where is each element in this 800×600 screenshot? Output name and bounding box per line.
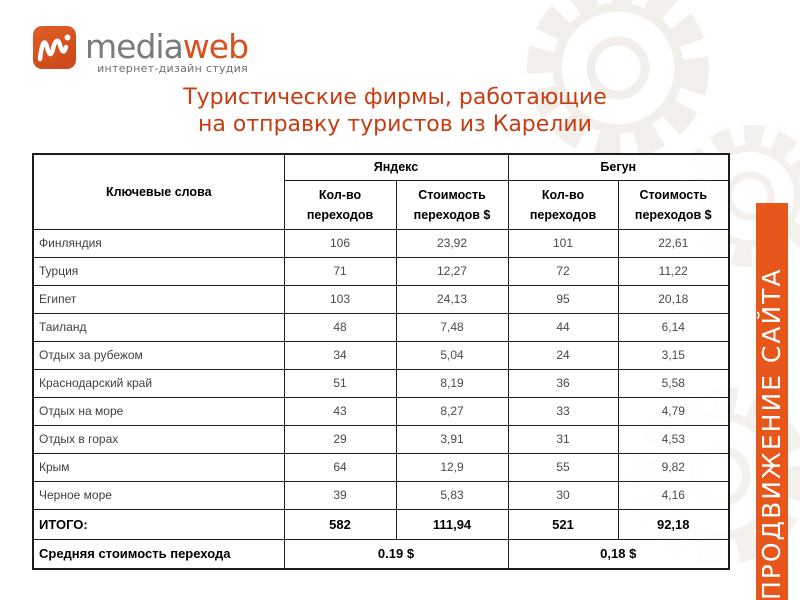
- cell-begun-cost: 4,53: [617, 424, 730, 454]
- table-row: Крым 64 12,9 55 9,82: [32, 452, 730, 482]
- total-begun-cost: 92,18: [617, 508, 730, 540]
- table-row: Отдых на море 43 8,27 33 4,79: [32, 396, 730, 426]
- subheader-yandex-clicks: Кол-во переходов: [283, 179, 397, 230]
- brand-web: web: [182, 27, 249, 66]
- cell-yandex-clicks: 103: [283, 284, 397, 314]
- wave-logo-icon: [33, 26, 76, 69]
- table-row: Черное море 39 5,83 30 4,16: [32, 480, 730, 510]
- cell-begun-clicks: 30: [507, 480, 619, 510]
- total-label: ИТОГО:: [32, 508, 285, 540]
- table-row: Финляндия 106 23,92 101 22,61: [32, 228, 730, 258]
- keywords-table: Ключевые слова Яндекс Бегун Кол-во перех…: [32, 153, 730, 570]
- brand-name: mediaweb: [85, 30, 249, 63]
- brand-media: media: [85, 27, 184, 66]
- cell-begun-cost: 4,16: [617, 480, 730, 510]
- cell-yandex-clicks: 51: [283, 368, 397, 398]
- cell-yandex-clicks: 106: [283, 228, 397, 258]
- cell-yandex-cost: 5,04: [395, 340, 509, 370]
- average-yandex: 0.19 $: [283, 538, 509, 570]
- cell-yandex-cost: 12,9: [395, 452, 509, 482]
- average-row: Средняя стоимость перехода 0.19 $ 0,18 $: [32, 538, 730, 570]
- cell-begun-clicks: 101: [507, 228, 619, 258]
- cell-yandex-clicks: 39: [283, 480, 397, 510]
- cell-begun-clicks: 24: [507, 340, 619, 370]
- cell-keyword: Турция: [32, 256, 285, 286]
- cell-yandex-cost: 8,19: [395, 368, 509, 398]
- logo-tagline: интернет-дизайн студия: [97, 62, 249, 75]
- subheader-begun-cost: Стоимость переходов $: [617, 179, 730, 230]
- cell-keyword: Отдых на море: [32, 396, 285, 426]
- table-row: Отдых в горах 29 3,91 31 4,53: [32, 424, 730, 454]
- cell-begun-clicks: 31: [507, 424, 619, 454]
- cell-begun-cost: 9,82: [617, 452, 730, 482]
- slide-title: Туристические фирмы, работающие на отпра…: [10, 84, 780, 138]
- cell-yandex-clicks: 29: [283, 424, 397, 454]
- cell-begun-clicks: 55: [507, 452, 619, 482]
- table-row: Краснодарский край 51 8,19 36 5,58: [32, 368, 730, 398]
- cell-begun-cost: 20,18: [617, 284, 730, 314]
- cell-begun-clicks: 95: [507, 284, 619, 314]
- total-row: ИТОГО: 582 111,94 521 92,18: [32, 508, 730, 540]
- cell-keyword: Крым: [32, 452, 285, 482]
- cell-yandex-clicks: 43: [283, 396, 397, 426]
- cell-keyword: Отдых за рубежом: [32, 340, 285, 370]
- cell-begun-cost: 4,79: [617, 396, 730, 426]
- cell-begun-clicks: 44: [507, 312, 619, 342]
- total-yandex-cost: 111,94: [395, 508, 509, 540]
- cell-yandex-cost: 5,83: [395, 480, 509, 510]
- cell-begun-cost: 5,58: [617, 368, 730, 398]
- table-row: Турция 71 12,27 72 11,22: [32, 256, 730, 286]
- cell-keyword: Египет: [32, 284, 285, 314]
- total-begun-clicks: 521: [507, 508, 619, 540]
- promo-banner-label: ПРОДВИЖЕНИЕ САЙТА: [757, 267, 786, 600]
- cell-keyword: Финляндия: [32, 228, 285, 258]
- cell-keyword: Черное море: [32, 480, 285, 510]
- average-begun: 0,18 $: [507, 538, 730, 570]
- cell-keyword: Отдых в горах: [32, 424, 285, 454]
- promo-banner: ПРОДВИЖЕНИЕ САЙТА: [756, 203, 788, 600]
- table-row: Египет 103 24,13 95 20,18: [32, 284, 730, 314]
- table-row: Таиланд 48 7,48 44 6,14: [32, 312, 730, 342]
- table-row: Отдых за рубежом 34 5,04 24 3,15: [32, 340, 730, 370]
- cell-yandex-cost: 8,27: [395, 396, 509, 426]
- cell-yandex-clicks: 48: [283, 312, 397, 342]
- gear-icon: [527, 0, 709, 159]
- cell-yandex-cost: 7,48: [395, 312, 509, 342]
- cell-yandex-cost: 12,27: [395, 256, 509, 286]
- cell-keyword: Краснодарский край: [32, 368, 285, 398]
- group-header-yandex: Яндекс: [283, 153, 509, 181]
- cell-yandex-cost: 23,92: [395, 228, 509, 258]
- group-header-begun: Бегун: [507, 153, 730, 181]
- subheader-begun-clicks: Кол-во переходов: [507, 179, 619, 230]
- slide-title-line2: на отправку туристов из Карелии: [198, 112, 592, 137]
- cell-yandex-cost: 3,91: [395, 424, 509, 454]
- average-label: Средняя стоимость перехода: [32, 538, 285, 570]
- cell-begun-cost: 6,14: [617, 312, 730, 342]
- cell-yandex-clicks: 71: [283, 256, 397, 286]
- col-header-keywords: Ключевые слова: [32, 153, 285, 230]
- cell-yandex-clicks: 34: [283, 340, 397, 370]
- cell-yandex-cost: 24,13: [395, 284, 509, 314]
- cell-begun-cost: 22,61: [617, 228, 730, 258]
- slide-title-line1: Туристические фирмы, работающие: [183, 85, 607, 110]
- subheader-yandex-cost: Стоимость переходов $: [395, 179, 509, 230]
- cell-keyword: Таиланд: [32, 312, 285, 342]
- total-yandex-clicks: 582: [283, 508, 397, 540]
- cell-yandex-clicks: 64: [283, 452, 397, 482]
- cell-begun-cost: 3,15: [617, 340, 730, 370]
- mediaweb-logo: mediaweb интернет-дизайн студия: [33, 26, 249, 75]
- cell-begun-clicks: 72: [507, 256, 619, 286]
- cell-begun-clicks: 33: [507, 396, 619, 426]
- cell-begun-cost: 11,22: [617, 256, 730, 286]
- cell-begun-clicks: 36: [507, 368, 619, 398]
